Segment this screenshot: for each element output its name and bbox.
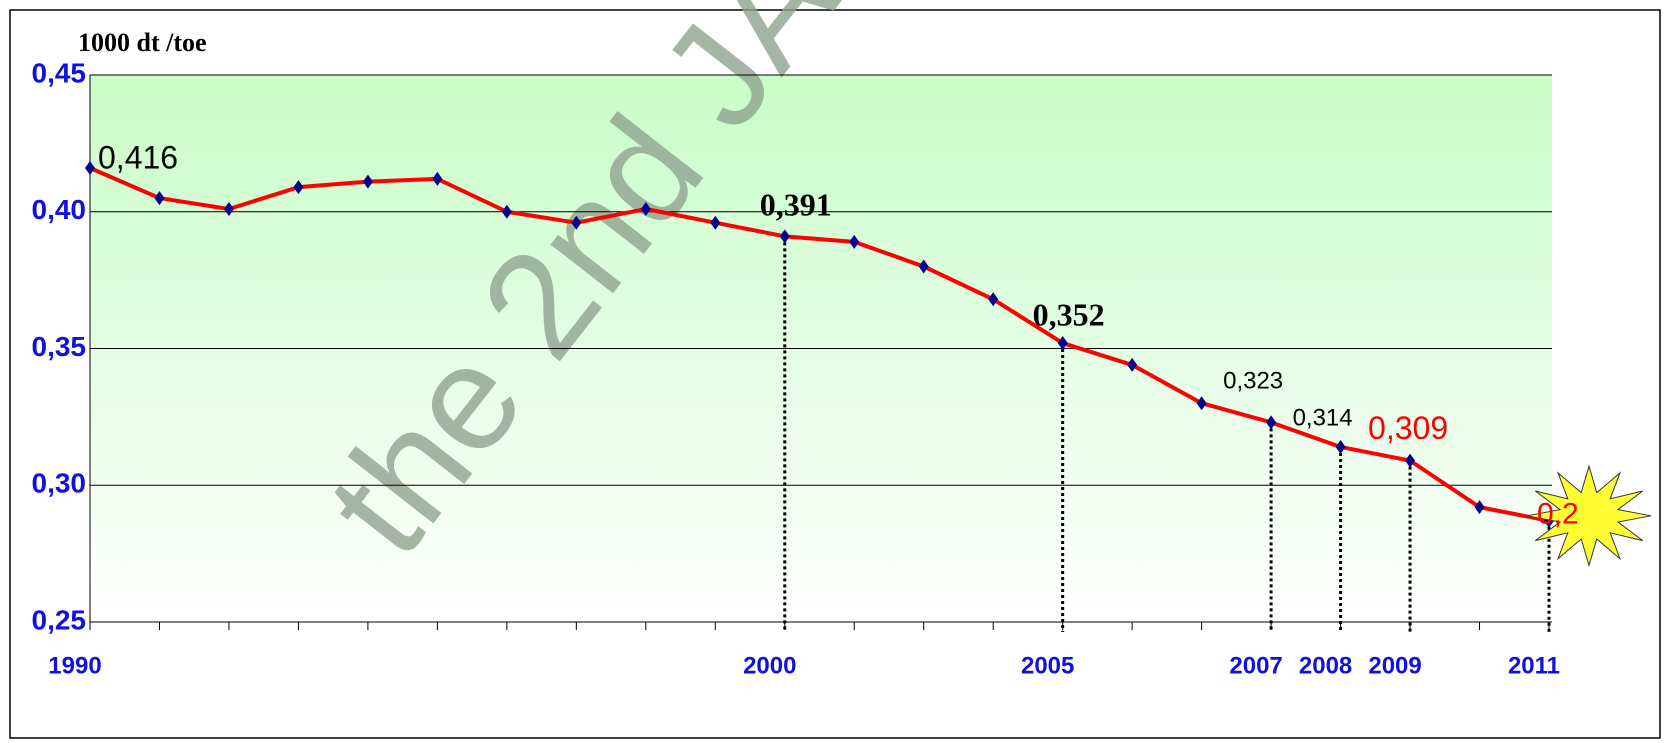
marker [293,180,304,195]
x-tick-label: 2007 [1229,652,1282,679]
marker [710,215,721,230]
value-label: 0,314 [1293,404,1353,431]
marker [640,202,651,217]
x-tick-label: 1990 [48,652,101,679]
value-label: 0,323 [1223,368,1283,395]
marker [849,234,860,249]
marker [1474,500,1485,515]
y-tick-label: 0,25 [32,604,87,635]
marker [1405,453,1416,468]
y-tick-label: 0,45 [32,57,87,88]
marker [432,171,443,186]
marker [85,160,95,175]
y-tick-label: 0,40 [32,194,87,225]
value-label: 0,309 [1368,410,1448,446]
value-label: 0,2 [1537,498,1579,531]
marker [223,202,234,217]
marker [362,174,373,189]
marker [988,292,999,307]
starburst [1526,464,1652,568]
value-label: 0,352 [1033,296,1105,332]
marker [779,229,790,244]
marker [154,191,165,206]
marker [1266,415,1277,430]
marker [571,215,582,230]
marker [1127,357,1138,372]
x-tick-label: 2005 [1021,652,1074,679]
line [89,166,1550,523]
unit-label: 1000 dt /toe [78,28,207,57]
marker [918,259,929,274]
marker [1057,336,1068,351]
marker [1196,396,1207,411]
x-tick-label: 2000 [743,652,796,679]
y-tick-label: 0,35 [32,331,87,362]
x-tick-label: 2009 [1368,652,1421,679]
value-label: 0,391 [760,187,832,223]
x-tick-label: 2008 [1299,652,1352,679]
y-tick-label: 0,30 [32,468,87,499]
marker [1335,439,1346,454]
value-label: 0,416 [98,139,178,175]
marker [501,204,512,219]
x-tick-label: 2011 [1508,652,1560,679]
